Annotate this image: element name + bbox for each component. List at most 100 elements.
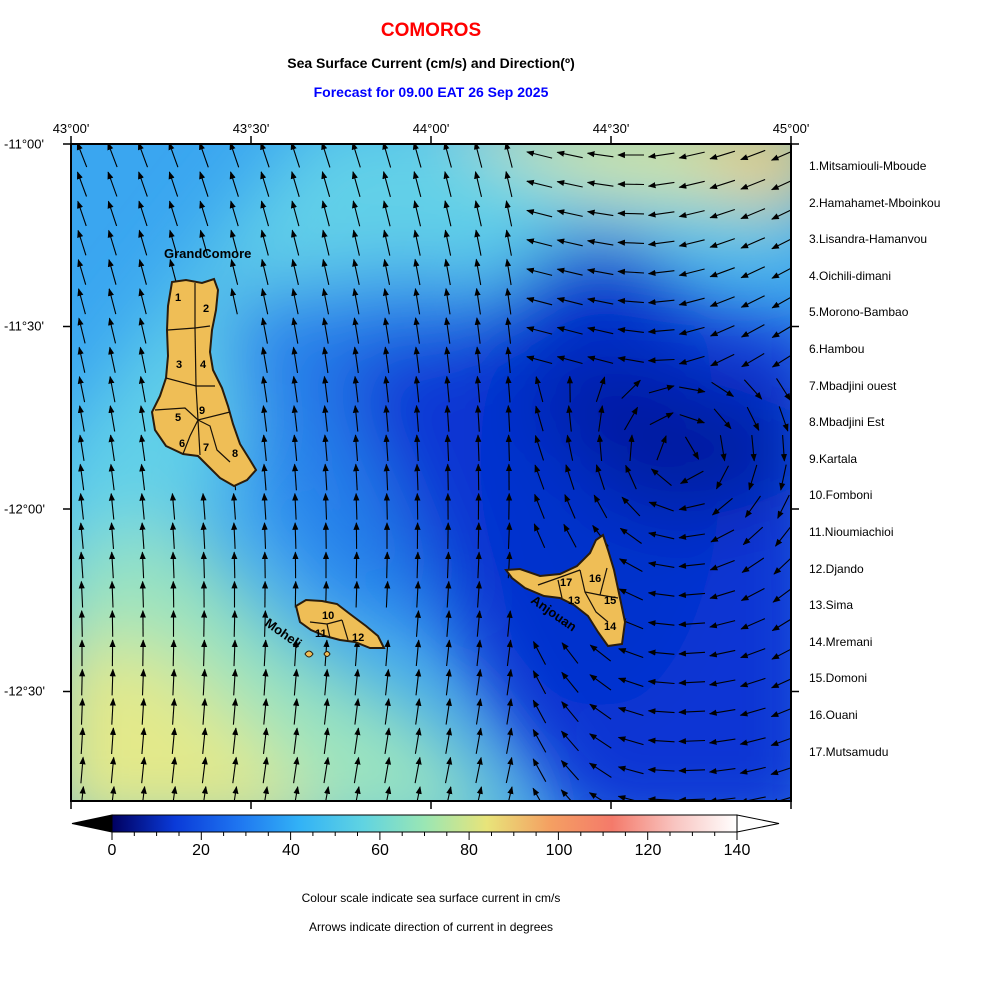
current-arrow [476, 639, 483, 667]
current-arrow [710, 353, 735, 367]
current-arrow [413, 229, 421, 256]
current-arrow [107, 229, 117, 256]
current-arrow [382, 170, 391, 198]
current-arrow [139, 492, 146, 520]
current-arrow [382, 144, 392, 168]
current-arrow [322, 405, 329, 432]
current-arrow [475, 698, 483, 725]
current-arrow [107, 200, 118, 227]
current-arrow [533, 640, 546, 665]
current-arrow [526, 179, 553, 188]
current-arrow [260, 144, 270, 168]
current-arrow [201, 668, 208, 696]
current-arrow [353, 639, 361, 667]
current-arrow [560, 789, 572, 801]
current-arrow [617, 268, 645, 275]
current-arrow [617, 210, 645, 217]
current-arrow [476, 668, 483, 696]
district-number: 16 [589, 573, 601, 585]
current-arrow [709, 325, 735, 337]
district-number: 9 [199, 405, 205, 417]
current-arrow [383, 463, 390, 491]
colorbar-tick-label: 40 [282, 842, 300, 859]
current-arrow [324, 786, 331, 801]
current-arrow [168, 144, 179, 168]
current-arrow [678, 562, 705, 569]
current-arrow [740, 648, 766, 659]
current-arrow [262, 756, 269, 784]
current-arrow [474, 317, 481, 344]
current-arrow [617, 677, 644, 688]
current-arrow [383, 492, 390, 520]
current-arrow [586, 238, 614, 246]
colorbar-tick-label: 0 [107, 842, 117, 859]
current-arrow [560, 730, 579, 752]
latitude-label: -12°00' [4, 501, 45, 517]
current-arrow [647, 737, 675, 744]
current-arrow [678, 679, 706, 686]
current-arrow [678, 767, 706, 774]
current-arrow [261, 375, 268, 403]
current-arrow [260, 171, 270, 197]
current-arrow [526, 209, 553, 218]
current-arrow [109, 668, 116, 696]
current-arrow [505, 317, 512, 344]
current-arrow [532, 758, 547, 782]
current-arrow [260, 229, 269, 256]
current-arrow [77, 405, 85, 432]
current-field [71, 144, 791, 801]
current-arrow [352, 434, 360, 462]
current-arrow [79, 785, 86, 801]
current-arrow [199, 171, 209, 197]
current-arrow [382, 258, 391, 286]
district-item: 10.Fomboni [809, 488, 873, 503]
current-arrow [739, 796, 766, 801]
current-arrow [76, 144, 88, 168]
current-arrow [292, 639, 299, 667]
current-arrow [107, 171, 118, 197]
current-arrow [504, 170, 513, 198]
current-arrow [739, 766, 766, 775]
current-arrow [678, 503, 705, 511]
current-arrow [201, 639, 208, 667]
district-number: 13 [568, 595, 580, 607]
current-arrow [77, 288, 86, 315]
current-arrow [352, 258, 360, 286]
current-arrow [445, 580, 452, 608]
current-arrow [200, 522, 207, 549]
current-arrow [168, 200, 178, 227]
current-arrow [648, 531, 675, 540]
current-arrow [260, 346, 268, 373]
current-arrow [292, 668, 300, 696]
current-arrow [79, 727, 86, 755]
current-arrow [293, 756, 300, 784]
district-number: 7 [203, 442, 209, 454]
current-arrow [740, 178, 766, 190]
current-arrow [108, 434, 115, 461]
current-arrow [230, 288, 238, 315]
current-arrow [414, 580, 421, 608]
current-arrow [617, 356, 644, 363]
district-item: 2.Hamahamet-Mboinkou [809, 195, 941, 210]
colorbar-min-arrow [71, 814, 113, 833]
district-item: 17.Mutsamudu [809, 744, 889, 759]
current-arrow [561, 671, 579, 693]
current-arrow [474, 346, 481, 374]
current-arrow [588, 792, 604, 801]
current-arrow [444, 756, 453, 784]
current-arrow [232, 727, 239, 754]
current-arrow [506, 610, 513, 637]
current-arrow [443, 200, 452, 227]
current-arrow [526, 150, 553, 159]
current-arrow [413, 346, 420, 374]
current-arrow [321, 171, 331, 197]
current-arrow [709, 620, 736, 629]
current-arrow [109, 756, 117, 784]
latitude-label: -11°30' [4, 318, 44, 334]
current-arrow [77, 375, 86, 403]
district-legend: 1.Mitsamiouli-Mboude 2.Hamahamet-Mboinko… [809, 158, 940, 780]
islands: 1 2 3 4 5 9 6 7 8 10 11 12 17 16 13 15 1… [150, 246, 627, 658]
current-arrow [556, 150, 583, 159]
current-arrow [231, 668, 238, 696]
current-arrow [168, 229, 178, 256]
